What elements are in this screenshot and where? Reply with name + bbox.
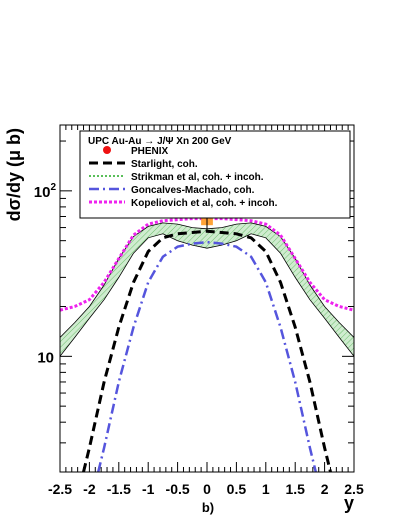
- y-tick-label: 10: [37, 349, 54, 366]
- y-axis-label: dσ/dy (μ b): [4, 128, 24, 221]
- x-tick-label: 1: [262, 481, 270, 497]
- legend-label: Strikman et al, coh. + incoh.: [131, 172, 264, 183]
- legend-label: PHENIX: [131, 146, 169, 157]
- x-tick-label: 1.5: [285, 481, 305, 497]
- legend-label: Kopeliovich et al, coh. + incoh.: [131, 198, 278, 209]
- x-tick-label: -0.5: [166, 481, 190, 497]
- x-tick-label: 0: [203, 481, 211, 497]
- legend-label: Starlight, coh.: [131, 159, 198, 170]
- y-tick-label: 102: [34, 182, 57, 201]
- axis-tick-labels: -2.5 -2 -1.5 -1 -0.5 0 0.5 1 1.5 2 2.5 10 102: [34, 182, 364, 497]
- x-tick-label: 0.5: [227, 481, 247, 497]
- chart-caption: b): [202, 500, 214, 515]
- legend-title: UPC Au-Au → J/Ψ Xn 200 GeV: [88, 136, 232, 147]
- series-line-starlight-coh: [82, 229, 332, 472]
- legend-marker-phenix: [103, 146, 111, 154]
- x-tick-label: -2: [83, 481, 96, 497]
- plot-series: [60, 184, 354, 472]
- x-tick-label: -2.5: [48, 481, 72, 497]
- x-tick-label: 2.5: [344, 481, 364, 497]
- axis-ticks: [59, 125, 355, 473]
- plot-area: [60, 184, 354, 472]
- series-line-goncalves-machado-coh: [96, 240, 318, 472]
- legend-label: Goncalves-Machado, coh.: [131, 185, 255, 196]
- legend: UPC Au-Au → J/Ψ Xn 200 GeV PHENIX Starlig…: [79, 130, 351, 219]
- legend-entries: PHENIX Starlight, coh. Strikman et al, coh…: [89, 146, 278, 209]
- series-band-lower-strikman-et-al-coh-incoh: [60, 233, 354, 357]
- x-tick-label: -1.5: [107, 481, 131, 497]
- x-tick-label: 2: [321, 481, 329, 497]
- series-band-hatch-strikman-et-al-coh-incoh: [60, 222, 354, 357]
- x-axis-label: y: [344, 493, 354, 513]
- x-tick-label: -1: [142, 481, 155, 497]
